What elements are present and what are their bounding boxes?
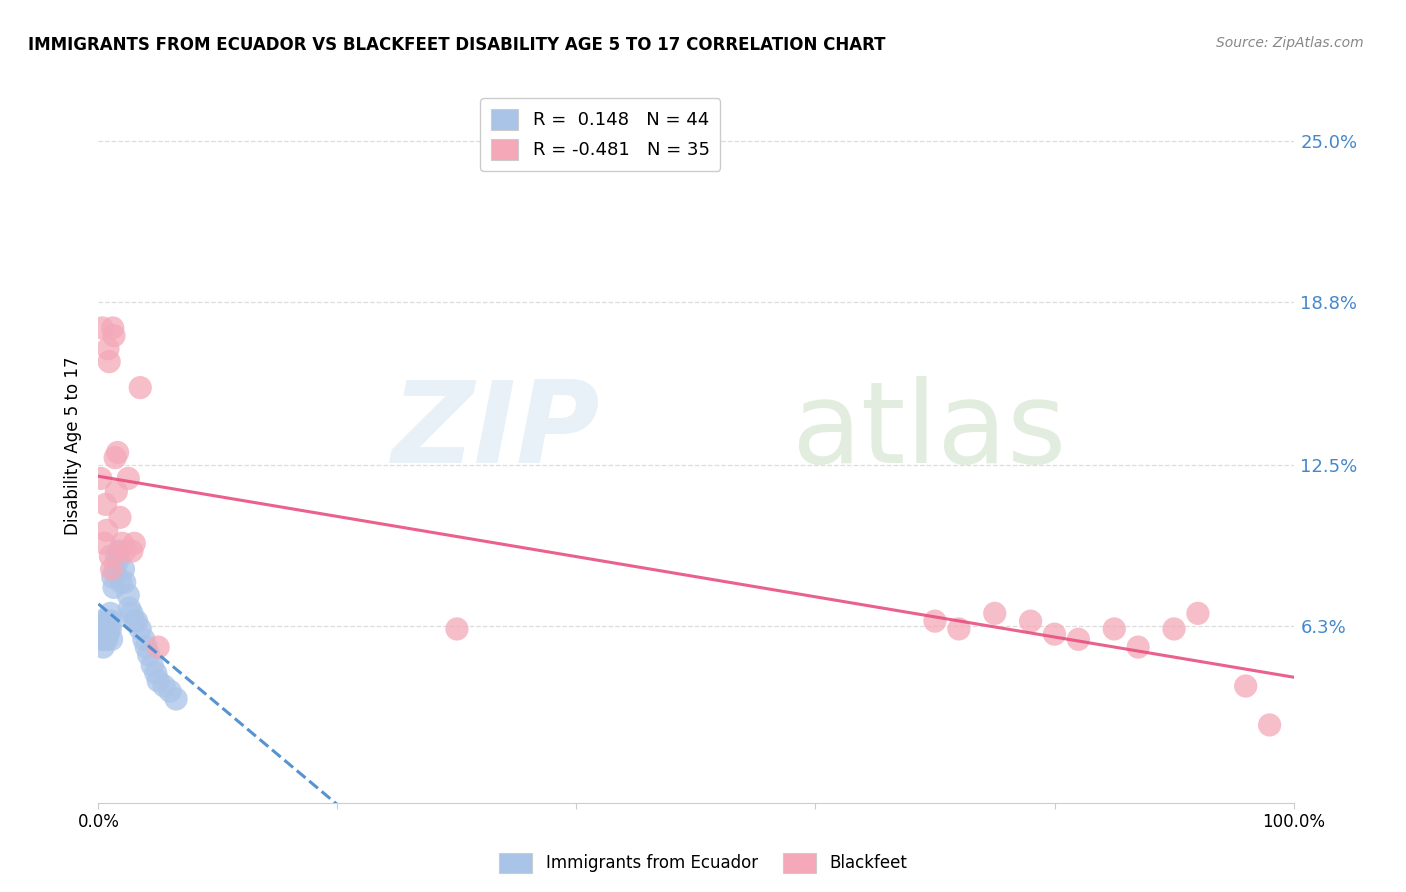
Point <box>97 627 120 641</box>
Point <box>138 648 160 662</box>
Point <box>124 536 146 550</box>
Point <box>107 554 129 568</box>
Point <box>112 562 135 576</box>
Point <box>984 607 1007 621</box>
Point <box>101 321 124 335</box>
Point <box>135 640 157 654</box>
Point <box>97 622 120 636</box>
Point <box>91 640 114 654</box>
Point <box>94 497 117 511</box>
Point <box>121 607 143 621</box>
Point <box>121 544 143 558</box>
Point <box>1163 622 1185 636</box>
Legend: Immigrants from Ecuador, Blackfeet: Immigrants from Ecuador, Blackfeet <box>492 847 914 880</box>
Point <box>103 581 125 595</box>
Point <box>117 588 139 602</box>
Point <box>129 381 152 395</box>
Point <box>100 614 122 628</box>
Point <box>94 619 117 633</box>
Point <box>114 544 136 558</box>
Point <box>145 666 167 681</box>
Point <box>108 510 131 524</box>
Point <box>148 640 170 654</box>
Point <box>103 328 125 343</box>
Point <box>1102 622 1125 636</box>
Point <box>91 321 114 335</box>
Point <box>141 658 163 673</box>
Point <box>1187 607 1209 621</box>
Point <box>1019 614 1042 628</box>
Point <box>1234 679 1257 693</box>
Point <box>924 614 946 628</box>
Point <box>98 354 121 368</box>
Point <box>98 614 121 628</box>
Point <box>129 622 152 636</box>
Point <box>96 524 118 538</box>
Point <box>125 614 148 628</box>
Point <box>93 536 115 550</box>
Text: Source: ZipAtlas.com: Source: ZipAtlas.com <box>1216 36 1364 50</box>
Point <box>148 673 170 688</box>
Text: atlas: atlas <box>792 376 1067 487</box>
Y-axis label: Disability Age 5 to 17: Disability Age 5 to 17 <box>65 357 83 535</box>
Point <box>98 607 122 621</box>
Point <box>100 562 122 576</box>
Point <box>105 484 128 499</box>
Point <box>91 632 114 647</box>
Point <box>159 684 181 698</box>
Point <box>105 549 128 564</box>
Point <box>93 632 115 647</box>
Point <box>90 471 112 485</box>
Point <box>118 601 141 615</box>
Point <box>91 619 114 633</box>
Point <box>98 622 122 636</box>
Point <box>165 692 187 706</box>
Point <box>94 627 117 641</box>
Point <box>948 622 970 636</box>
Point <box>114 575 136 590</box>
Point <box>446 622 468 636</box>
Point <box>97 342 120 356</box>
Point <box>100 632 122 647</box>
Text: IMMIGRANTS FROM ECUADOR VS BLACKFEET DISABILITY AGE 5 TO 17 CORRELATION CHART: IMMIGRANTS FROM ECUADOR VS BLACKFEET DIS… <box>28 36 886 54</box>
Legend: R =  0.148   N = 44, R = -0.481   N = 35: R = 0.148 N = 44, R = -0.481 N = 35 <box>481 98 720 170</box>
Point <box>117 471 139 485</box>
Point <box>107 544 129 558</box>
Point <box>124 614 146 628</box>
Point <box>1067 632 1090 647</box>
Point <box>110 575 132 590</box>
Point <box>104 562 127 576</box>
Point <box>98 549 122 564</box>
Point <box>107 445 129 459</box>
Point <box>111 536 134 550</box>
Point <box>101 570 124 584</box>
Point <box>89 619 111 633</box>
Point <box>153 679 176 693</box>
Point <box>1128 640 1150 654</box>
Point <box>90 614 112 628</box>
Point <box>1043 627 1066 641</box>
Point <box>96 614 118 628</box>
Point <box>104 450 127 465</box>
Point <box>91 627 114 641</box>
Point <box>132 632 155 647</box>
Point <box>93 622 115 636</box>
Point <box>90 627 112 641</box>
Point <box>1258 718 1281 732</box>
Text: ZIP: ZIP <box>392 376 600 487</box>
Point <box>96 632 118 647</box>
